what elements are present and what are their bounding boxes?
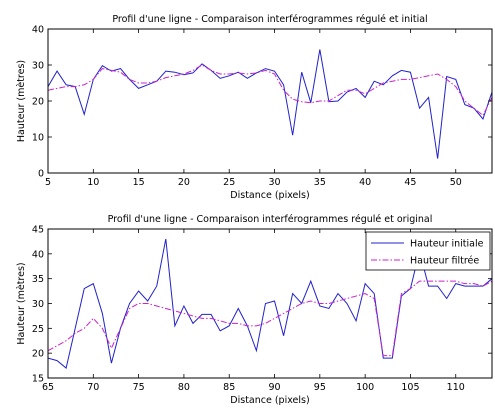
y-tick-label: 45 <box>32 225 44 236</box>
x-tick-label: 80 <box>178 382 190 393</box>
x-tick-label: 45 <box>404 177 416 188</box>
x-tick-label: 65 <box>42 382 54 393</box>
y-tick-label: 15 <box>32 374 44 385</box>
x-tick-label: 75 <box>133 382 145 393</box>
x-tick-label: 30 <box>268 177 280 188</box>
chart-title: Profil d'une ligne - Comparaison interfé… <box>108 214 433 225</box>
y-tick-label: 30 <box>32 61 44 72</box>
y-tick-label: 0 <box>38 169 44 180</box>
x-tick-label: 20 <box>178 177 190 188</box>
series-line-2 <box>48 64 492 117</box>
y-tick-label: 25 <box>32 324 44 335</box>
legend-label-1: Hauteur initiale <box>410 239 484 250</box>
series-line-2 <box>48 280 492 357</box>
y-tick-label: 35 <box>32 274 44 285</box>
chart-1: Profil d'une ligne - Comparaison interfé… <box>16 14 493 201</box>
y-tick-label: 20 <box>32 349 44 360</box>
x-axis-label: Distance (pixels) <box>230 395 309 406</box>
y-tick-label: 40 <box>32 249 44 260</box>
y-tick-label: 10 <box>32 133 44 144</box>
x-tick-label: 90 <box>268 382 280 393</box>
x-tick-label: 10 <box>87 177 99 188</box>
x-tick-label: 95 <box>314 382 326 393</box>
legend: Hauteur initiale Hauteur filtrée <box>365 231 491 271</box>
legend-label-2: Hauteur filtrée <box>410 256 479 267</box>
x-tick-label: 70 <box>87 382 99 393</box>
x-tick-label: 110 <box>447 382 465 393</box>
y-axis-label: Hauteur (mètres) <box>16 60 27 142</box>
x-tick-label: 85 <box>223 382 235 393</box>
x-axis-label: Distance (pixels) <box>230 190 309 201</box>
x-tick-label: 15 <box>133 177 145 188</box>
chart-2: Profil d'une ligne - Comparaison interfé… <box>16 214 493 406</box>
legend-box <box>365 231 491 271</box>
x-tick-label: 35 <box>314 177 326 188</box>
y-tick-label: 30 <box>32 299 44 310</box>
series-line-1 <box>48 49 492 159</box>
chart-title: Profil d'une ligne - Comparaison interfé… <box>112 14 427 25</box>
x-tick-label: 105 <box>401 382 419 393</box>
y-axis-label: Hauteur (mètres) <box>16 262 27 344</box>
x-tick-label: 50 <box>450 177 462 188</box>
y-tick-label: 20 <box>32 97 44 108</box>
x-tick-label: 25 <box>223 177 235 188</box>
x-tick-label: 5 <box>45 177 51 188</box>
y-tick-label: 40 <box>32 25 44 36</box>
x-tick-label: 100 <box>356 382 374 393</box>
x-tick-label: 40 <box>359 177 371 188</box>
